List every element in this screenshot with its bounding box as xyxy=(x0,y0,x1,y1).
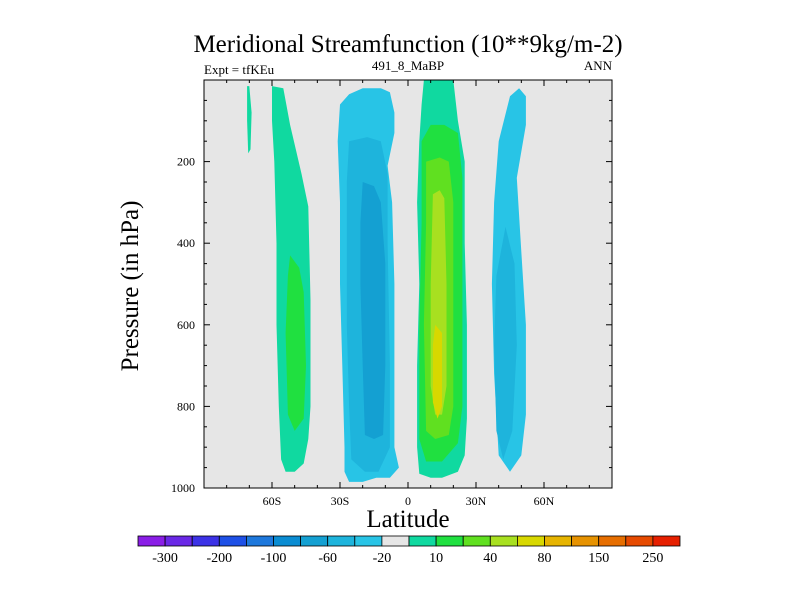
y-tick-label: 400 xyxy=(177,236,195,250)
x-tick-label: 30S xyxy=(331,494,350,508)
x-tick-label: 0 xyxy=(405,494,411,508)
left-string: Expt = tfKEu xyxy=(204,62,275,77)
colorbar-swatch xyxy=(462,535,491,547)
y-tick-label: 800 xyxy=(177,399,195,413)
colorbar-swatch xyxy=(137,535,166,547)
colorbar-swatch xyxy=(300,535,329,547)
colorbar-swatch xyxy=(354,535,383,547)
contour-region-sh-polar-sliver xyxy=(247,86,252,154)
colorbar-swatch xyxy=(571,535,600,547)
colorbar-label: 250 xyxy=(642,551,663,566)
y-axis-title: Pressure (in hPa) xyxy=(117,201,144,372)
colorbar-label: 150 xyxy=(588,551,609,566)
colorbar-swatch xyxy=(164,535,193,547)
colorbar-swatch xyxy=(327,535,356,547)
colorbar-swatch xyxy=(191,535,220,547)
y-tick-label: 200 xyxy=(177,155,195,169)
colorbar-label: -20 xyxy=(373,551,392,566)
colorbar-label: 10 xyxy=(429,551,443,566)
x-axis: 60S 30S 0 30N 60N xyxy=(226,80,590,508)
colorbar-label: -300 xyxy=(152,551,178,566)
colorbar-swatch xyxy=(381,535,410,547)
colorbar-label: -100 xyxy=(261,551,287,566)
contour-region-nh-high-lat-cell-inner xyxy=(494,226,517,460)
chart-title: Meridional Streamfunction (10**9kg/m-2) xyxy=(193,31,622,58)
y-tick-label: 600 xyxy=(177,318,195,332)
colorbar-swatch xyxy=(517,535,545,547)
colorbar: -300 -200 -100 -60 -20 10 40 80 150 250 xyxy=(137,535,681,566)
center-string: 491_8_MaBP xyxy=(372,58,444,73)
colorbar-swatch xyxy=(489,535,518,547)
colorbar-swatch xyxy=(273,535,302,547)
x-tick-label: 60N xyxy=(534,494,555,508)
x-tick-label: 60S xyxy=(263,494,282,508)
contour-fills xyxy=(247,80,526,482)
y-tick-label: 1000 xyxy=(171,481,195,495)
colorbar-swatch xyxy=(218,535,247,547)
plot-background xyxy=(204,80,612,488)
colorbar-swatch xyxy=(625,535,654,547)
colorbar-swatch xyxy=(408,535,437,547)
contour-region-sh-hadley-cell-lev3 xyxy=(360,182,386,439)
colorbar-swatch xyxy=(598,535,627,547)
right-string: ANN xyxy=(584,58,613,73)
colorbar-label: -60 xyxy=(318,551,337,566)
x-tick-label: 30N xyxy=(466,494,487,508)
plot-area xyxy=(204,80,612,488)
contour-region-nh-hadley-cell-lev5 xyxy=(432,324,442,419)
colorbar-label: 80 xyxy=(538,551,552,566)
colorbar-swatch xyxy=(652,535,681,547)
colorbar-label: 40 xyxy=(483,551,497,566)
colorbar-label: -200 xyxy=(206,551,232,566)
x-axis-title: Latitude xyxy=(366,506,449,533)
colorbar-swatch xyxy=(544,535,573,547)
colorbar-swatch xyxy=(435,535,464,547)
y-axis: 200 400 600 800 1000 xyxy=(171,99,612,495)
contour-region-sh-ferrel-cell-inner xyxy=(285,255,306,431)
colorbar-swatch xyxy=(245,535,274,547)
